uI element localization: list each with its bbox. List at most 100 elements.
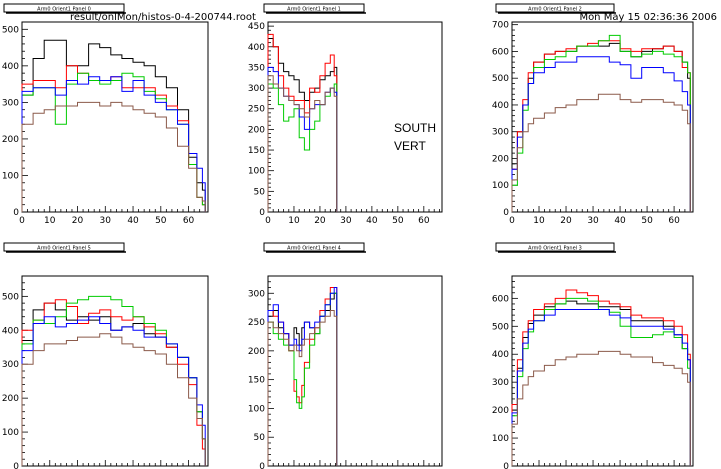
y-tick-label: 200 bbox=[248, 347, 265, 357]
series-line-2 bbox=[267, 83, 338, 212]
date-label: Mon May 15 02:36:36 2006 bbox=[579, 12, 717, 23]
x-tick-label: 20 bbox=[72, 216, 84, 226]
panel-title: Arm0 Orient1 Panel 3 bbox=[528, 246, 582, 252]
series-line-1 bbox=[267, 33, 338, 212]
y-tick-label: 500 bbox=[492, 322, 509, 332]
y-tick-label: 50 bbox=[254, 187, 266, 197]
y-tick-label: 600 bbox=[492, 294, 509, 304]
y-tick-label: 100 bbox=[248, 167, 265, 177]
x-tick-label: 30 bbox=[340, 216, 352, 226]
y-tick-label: 100 bbox=[2, 428, 19, 438]
plot-frame bbox=[21, 21, 209, 213]
y-tick-label: 400 bbox=[2, 326, 19, 336]
annotation-south: SOUTH bbox=[394, 121, 436, 135]
series-line-3 bbox=[511, 309, 691, 466]
y-tick-label: 200 bbox=[248, 125, 265, 135]
x-tick-label: 0 bbox=[265, 216, 271, 226]
panel-4: Arm0 Orient1 Panel 401020304050600501001… bbox=[248, 242, 443, 469]
series-line-0 bbox=[21, 302, 206, 466]
y-tick-label: 400 bbox=[248, 43, 265, 53]
y-tick-label: 0 bbox=[503, 462, 509, 469]
x-tick-label: 20 bbox=[560, 216, 572, 226]
y-tick-label: 300 bbox=[2, 360, 19, 370]
panel-1: Arm0 Orient1 Panel 1 0 10 20 30 40 50 60 0 50 100 1… bbox=[248, 3, 443, 226]
x-tick-label: 40 bbox=[614, 216, 626, 226]
y-tick-label: 100 bbox=[2, 171, 19, 181]
y-tick-label: 0 bbox=[259, 208, 265, 218]
series-line-4 bbox=[267, 75, 338, 212]
panel-2: Arm0 Orient1 Panel 2 0 10 20 30 40 50 60 0 100 200… bbox=[492, 3, 694, 226]
y-tick-label: 150 bbox=[248, 146, 265, 156]
panel-title-box bbox=[263, 3, 365, 13]
x-tick-label: 40 bbox=[366, 216, 378, 226]
y-tick-label: 500 bbox=[2, 292, 19, 302]
y-tick-label: 400 bbox=[492, 350, 509, 360]
y-tick-label: 300 bbox=[248, 84, 265, 94]
y-tick-label: 400 bbox=[2, 62, 19, 72]
plot-frame bbox=[511, 21, 694, 213]
x-tick-label: 50 bbox=[155, 216, 167, 226]
x-tick-label: 0 bbox=[509, 216, 515, 226]
panel-title: Arm0 Orient1 Panel 1 bbox=[287, 7, 341, 13]
y-tick-label: 300 bbox=[248, 289, 265, 299]
x-tick-label: 0 bbox=[19, 216, 25, 226]
panel-title-box bbox=[495, 242, 615, 252]
panel-3: Arm0 Orient1 Panel 501020304050600100200… bbox=[2, 242, 209, 469]
y-tick-label: 250 bbox=[248, 105, 265, 115]
y-tick-label: 500 bbox=[2, 25, 19, 35]
series-line-0 bbox=[267, 292, 338, 466]
y-tick-label: 200 bbox=[2, 394, 19, 404]
y-tick-label: 200 bbox=[2, 135, 19, 145]
panel-0: Arm0 Orient1 Panel 0 0 10 20 30 40 50 60 0 100 200… bbox=[2, 3, 209, 226]
y-tick-label: 100 bbox=[492, 181, 509, 191]
series-line-4 bbox=[511, 93, 691, 212]
plot-frame bbox=[21, 275, 209, 467]
series-line-0 bbox=[21, 39, 206, 212]
y-tick-label: 300 bbox=[492, 128, 509, 138]
panel-title-box bbox=[495, 3, 615, 13]
panel-title: Arm0 Orient1 Panel 2 bbox=[528, 7, 582, 13]
y-tick-label: 700 bbox=[492, 21, 509, 31]
x-tick-label: 50 bbox=[392, 216, 404, 226]
y-tick-label: 0 bbox=[259, 462, 265, 469]
y-tick-label: 300 bbox=[492, 378, 509, 388]
series-line-3 bbox=[267, 287, 338, 466]
x-tick-label: 50 bbox=[641, 216, 653, 226]
y-tick-label: 300 bbox=[2, 98, 19, 108]
series-line-3 bbox=[511, 56, 691, 212]
x-tick-label: 10 bbox=[288, 216, 300, 226]
y-tick-label: 50 bbox=[254, 433, 266, 443]
panel-title-box bbox=[3, 3, 125, 13]
series-line-3 bbox=[21, 316, 206, 466]
y-tick-label: 0 bbox=[13, 462, 19, 469]
y-tick-label: 400 bbox=[492, 101, 509, 111]
series-line-4 bbox=[21, 333, 206, 466]
x-tick-label: 10 bbox=[533, 216, 545, 226]
y-tick-label: 200 bbox=[492, 154, 509, 164]
y-tick-label: 350 bbox=[248, 63, 265, 73]
y-tick-label: 100 bbox=[248, 404, 265, 414]
series-line-1 bbox=[21, 299, 206, 466]
panel-title-box bbox=[263, 242, 365, 252]
y-tick-label: 150 bbox=[248, 376, 265, 386]
series-line-4 bbox=[21, 101, 206, 212]
x-tick-label: 30 bbox=[587, 216, 599, 226]
x-tick-label: 20 bbox=[314, 216, 326, 226]
y-tick-label: 500 bbox=[492, 74, 509, 84]
x-tick-label: 40 bbox=[127, 216, 139, 226]
x-tick-label: 10 bbox=[44, 216, 56, 226]
panel-title: Arm0 Orient1 Panel 5 bbox=[37, 246, 91, 252]
panel-title-box bbox=[3, 242, 125, 252]
y-tick-label: 200 bbox=[492, 406, 509, 416]
file-path-label: result/onlMon/histos-0-4-200744.root bbox=[70, 12, 256, 23]
panel-title: Arm0 Orient1 Panel 0 bbox=[37, 7, 91, 13]
x-tick-label: 60 bbox=[668, 216, 680, 226]
y-tick-label: 0 bbox=[13, 208, 19, 218]
panel-5: Arm0 Orient1 Panel 301020304050600100200… bbox=[492, 242, 694, 469]
y-tick-label: 0 bbox=[503, 208, 509, 218]
series-line-1 bbox=[511, 289, 691, 466]
panel-title: Arm0 Orient1 Panel 4 bbox=[287, 246, 341, 252]
y-tick-label: 250 bbox=[248, 318, 265, 328]
series-line-4 bbox=[267, 310, 338, 466]
